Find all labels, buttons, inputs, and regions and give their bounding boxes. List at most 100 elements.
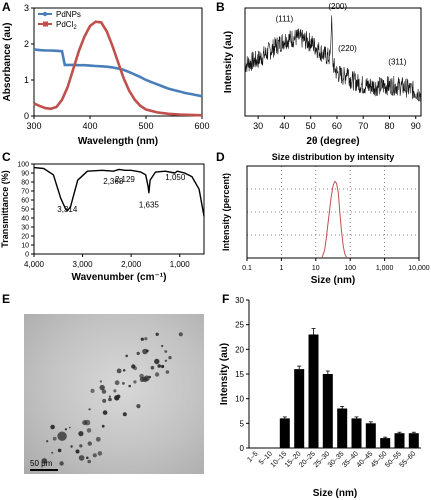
- tem-micrograph: 50 μm: [24, 314, 204, 474]
- nanoparticle: [133, 380, 137, 384]
- x-tick-label-c: 2,000: [121, 260, 142, 269]
- y-tick-label-c: 20: [21, 234, 29, 241]
- y-tick-label-f: 15: [235, 370, 244, 379]
- chart-b-xrd: 30 40 50 60 70 80 90 2θ (degree) Intensity (au) (…: [223, 2, 422, 147]
- y-tick-label-f: 25: [235, 321, 244, 330]
- nanoparticle: [154, 358, 160, 365]
- x-tick-label-d: 1: [279, 265, 283, 272]
- x-tick-label-d: 100: [344, 265, 356, 272]
- nanoparticle: [155, 332, 159, 336]
- y-tick-label-c: 90: [21, 171, 29, 178]
- nanoparticle: [90, 388, 95, 393]
- nanoparticle: [59, 461, 64, 466]
- x-tick-label-a: 300: [26, 121, 41, 131]
- x-tick-label-b: 80: [384, 121, 394, 131]
- axes-b-frame: [244, 7, 422, 117]
- nanoparticle: [70, 445, 73, 448]
- y-tick-label-c: 80: [21, 180, 29, 187]
- bar: [351, 418, 362, 448]
- peak-label: (220): [338, 44, 357, 53]
- nanoparticle: [69, 426, 71, 429]
- y-tick-label-c: 60: [21, 198, 29, 205]
- panel-label-f: F: [222, 292, 230, 306]
- nanoparticle: [108, 397, 112, 402]
- nanoparticle: [157, 364, 161, 368]
- bar: [294, 369, 305, 448]
- y-axis-label-b: Intensity (au): [223, 31, 234, 93]
- series-line-xrd: [244, 15, 422, 103]
- peak-label: 1,050: [165, 173, 186, 182]
- panel-label-e: E: [2, 292, 11, 306]
- y-tick-label-c: 0: [25, 252, 29, 259]
- bar: [408, 433, 419, 448]
- nanoparticle: [51, 451, 54, 454]
- x-tick-label-d: 1,000: [376, 265, 394, 272]
- x-tick-label-c: 3,000: [73, 260, 94, 269]
- nanoparticle: [86, 428, 92, 433]
- series-line-dls: [321, 180, 348, 259]
- nanoparticle: [122, 412, 127, 417]
- x-axis-label-f: Size (nm): [313, 488, 357, 499]
- nanoparticle: [122, 382, 125, 385]
- bar: [380, 438, 391, 448]
- bar: [365, 423, 376, 448]
- y-tick-label-a: 3: [24, 3, 29, 13]
- nanoparticle: [41, 458, 48, 464]
- nanoparticle: [140, 337, 144, 341]
- panel-label-a: A: [2, 0, 11, 14]
- y-axis-label-f: Intensity (au): [219, 343, 230, 405]
- nanoparticle: [78, 455, 85, 461]
- y-tick-label-c: 100: [17, 162, 29, 169]
- nanoparticle: [113, 389, 117, 393]
- nanoparticle: [78, 431, 84, 437]
- nanoparticle: [57, 431, 67, 441]
- y-tick-label-a: 1: [24, 75, 29, 85]
- legend-label-pdnps: PdNPs: [56, 10, 81, 19]
- nanoparticle: [114, 380, 120, 386]
- nanoparticle: [99, 384, 105, 391]
- peak-label: (200): [328, 2, 347, 11]
- x-tick-label-a: 500: [138, 121, 153, 131]
- nanoparticle: [101, 424, 105, 428]
- tem-image-panel: 50 μm: [6, 300, 206, 480]
- nanoparticle: [50, 424, 55, 430]
- nanoparticle: [144, 337, 148, 341]
- y-tick-label-f: 5: [240, 419, 245, 428]
- y-tick-label-c: 30: [21, 225, 29, 232]
- x-axis-label-b: 2θ (degree): [306, 136, 359, 147]
- x-tick-label-d: 0.1: [242, 265, 252, 272]
- series-line-pdnps: [33, 48, 203, 98]
- bar: [279, 418, 290, 448]
- x-tick-label-b: 30: [253, 121, 263, 131]
- nanoparticle: [125, 354, 128, 358]
- x-axis-label-c: Wavenumber (cm⁻¹): [72, 272, 167, 283]
- x-tick-label-b: 50: [306, 121, 316, 131]
- panel-label-c: C: [2, 150, 11, 164]
- y-tick-label-a: 2: [24, 39, 29, 49]
- nanoparticle: [102, 410, 108, 415]
- peak-label: 2,129: [115, 175, 136, 184]
- chart-c-ftir: 4,000 3,000 2,000 1,000 0 10 20 30 40 50 60 70 80 90 1…: [0, 162, 205, 283]
- y-tick-label-f: 0: [240, 444, 245, 453]
- nanoparticle: [97, 451, 103, 456]
- peak-label: 3,314: [57, 205, 78, 214]
- nanoparticle: [57, 448, 62, 453]
- nanoparticle: [95, 436, 101, 442]
- nanoparticle: [178, 332, 183, 337]
- y-tick-label-f: 10: [235, 395, 244, 404]
- nanoparticle: [161, 364, 165, 369]
- x-tick-label-f: 55–60: [399, 450, 418, 469]
- nanoparticle: [114, 395, 120, 401]
- nanoparticle: [148, 375, 151, 379]
- nanoparticle: [164, 350, 168, 353]
- x-tick-label-b: 70: [358, 121, 368, 131]
- y-tick-label-f: 30: [235, 296, 244, 305]
- nanoparticle: [82, 420, 88, 426]
- nanoparticle: [79, 444, 83, 448]
- x-tick-label-d: 10: [312, 265, 320, 272]
- nanoparticle: [102, 398, 107, 403]
- nanoparticle: [101, 389, 107, 394]
- x-tick-label-b: 60: [332, 121, 342, 131]
- scale-bar-label: 50 μm: [30, 459, 53, 468]
- series-line-pdcl2: [33, 20, 203, 117]
